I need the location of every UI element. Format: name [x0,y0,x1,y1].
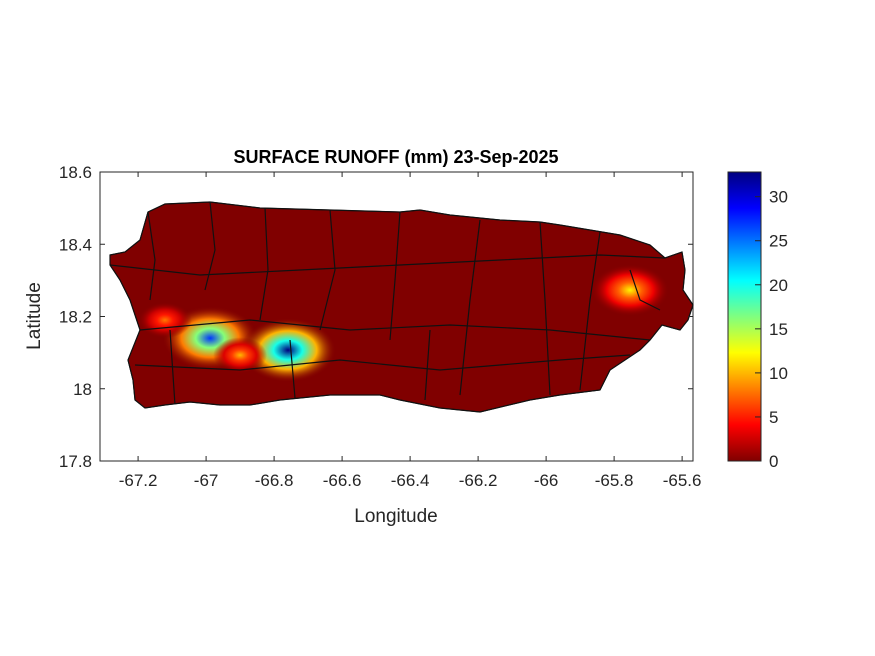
municipal-boundary [389,211,401,341]
x-tick-label: -66.4 [391,471,430,490]
colorbar-tick-label: 5 [769,408,778,427]
coastline [109,201,694,413]
colorbar-tick-label: 0 [769,452,778,471]
municipal-boundary [134,354,631,371]
x-tick-label: -66.2 [459,471,498,490]
x-tick-label: -66 [534,471,559,490]
y-tick-label: 18.4 [59,235,92,254]
municipal-boundary [319,209,336,331]
x-tick-label: -65.6 [663,471,702,490]
x-tick-label: -66.6 [323,471,362,490]
x-tick-label: -65.8 [595,471,634,490]
x-tick-label: -66.8 [255,471,294,490]
runoff-hotspot [213,337,268,374]
runoff-hotspots [137,264,670,383]
x-axis-label: Longitude [354,506,437,527]
runoff-hotspot [591,264,670,317]
colorbar-tick-label: 15 [769,320,788,339]
municipal-boundary [147,211,156,301]
colorbar-tick-label: 30 [769,188,788,207]
runoff-hotspot [240,318,337,383]
colorbar-tick-label: 10 [769,364,788,383]
colorbar-tick-label: 20 [769,276,788,295]
municipal-boundary [204,202,216,291]
y-tick-label: 17.8 [59,452,92,471]
municipal-boundary [169,329,176,406]
municipal-boundary [629,269,661,311]
colorbar [727,171,762,462]
colorbar-tick-label: 25 [769,232,788,251]
y-axis-label: Latitude [24,282,45,350]
municipal-boundary [110,254,666,276]
y-tick-label: 18 [73,380,92,399]
x-tick-label: -67.2 [119,471,158,490]
municipal-boundary [289,339,296,399]
municipal-boundary [259,207,269,321]
y-tick-label: 18.6 [59,163,92,182]
runoff-hotspot [137,302,192,339]
municipal-boundary [424,329,431,401]
chart-title: SURFACE RUNOFF (mm) 23-Sep-2025 [233,147,558,167]
municipal-boundary [139,319,651,341]
municipal-boundary [459,219,481,396]
municipal-boundary [539,221,551,396]
y-tick-label: 18.2 [59,308,92,327]
municipal-boundaries [110,202,666,406]
x-tick-label: -67 [194,471,219,490]
